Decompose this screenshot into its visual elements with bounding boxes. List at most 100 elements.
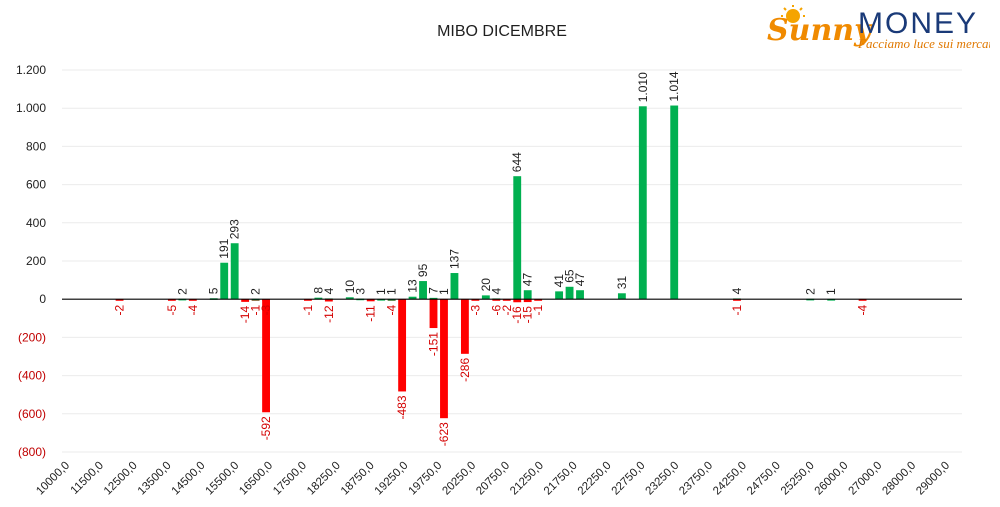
data-label: 1 xyxy=(374,288,388,295)
data-label: 31 xyxy=(615,276,629,290)
data-label: 7 xyxy=(427,287,441,294)
bar xyxy=(398,299,407,392)
data-label: -623 xyxy=(437,422,451,446)
bar xyxy=(513,176,522,300)
bar xyxy=(523,299,532,303)
bar xyxy=(262,299,270,413)
bar xyxy=(565,286,574,300)
x-tick-label: 24750,0 xyxy=(745,460,783,498)
data-label: -5 xyxy=(165,304,179,315)
x-tick-label: 13500,0 xyxy=(136,460,174,498)
data-label: -2 xyxy=(113,304,127,315)
data-label: -6 xyxy=(489,304,503,315)
x-tick-label: 16500,0 xyxy=(237,460,275,498)
bar xyxy=(513,299,522,303)
x-tick-label: 29000,0 xyxy=(914,460,952,498)
logo-money-text: MONEY xyxy=(858,7,978,40)
y-tick-label: 400 xyxy=(26,216,46,230)
data-label: 20 xyxy=(479,278,493,292)
x-tick-label: 26000,0 xyxy=(813,460,851,498)
data-label: -12 xyxy=(322,305,336,323)
data-label: 2 xyxy=(803,288,817,295)
data-label: 13 xyxy=(406,279,420,293)
bar xyxy=(167,299,176,301)
bar xyxy=(304,299,312,301)
data-label: 4 xyxy=(730,287,744,294)
bar xyxy=(314,297,323,300)
data-label: 5 xyxy=(207,287,221,294)
x-tick-label: 14500,0 xyxy=(170,460,208,498)
sunny-money-logo: Sunny MONEY Facciamo luce sui mercati xyxy=(767,5,990,51)
x-tick-label: 20750,0 xyxy=(474,460,512,498)
data-label: -4 xyxy=(856,304,870,315)
bar xyxy=(387,299,396,301)
x-tick-label: 22750,0 xyxy=(610,460,648,498)
data-label: -2 xyxy=(500,304,514,315)
data-label: 10 xyxy=(343,280,357,294)
x-tick-label: 22250,0 xyxy=(576,460,614,498)
bar xyxy=(617,293,626,300)
bar xyxy=(460,299,469,354)
data-label: 47 xyxy=(573,273,587,287)
data-label: -3 xyxy=(468,304,482,315)
bar xyxy=(481,295,490,300)
x-tick-label: 19250,0 xyxy=(373,460,411,498)
data-label: 2 xyxy=(249,288,263,295)
data-label: -151 xyxy=(427,332,441,356)
sun-icon xyxy=(781,5,805,23)
x-tick-label: 25250,0 xyxy=(779,460,817,498)
x-tick-label: 28000,0 xyxy=(880,460,918,498)
data-label: 1.010 xyxy=(636,72,650,102)
data-label: -1 xyxy=(301,304,315,315)
y-tick-label: 200 xyxy=(26,254,46,268)
y-tick-label: 1.000 xyxy=(16,101,46,115)
x-tick-label: 21750,0 xyxy=(542,460,580,498)
x-tick-label: 11500,0 xyxy=(69,460,106,497)
data-label: -592 xyxy=(259,416,273,440)
bar xyxy=(523,290,532,300)
bar-layer xyxy=(115,105,867,419)
bar xyxy=(220,262,229,300)
bar xyxy=(324,299,333,302)
data-label: -1 xyxy=(249,304,263,315)
x-tick-label: 18750,0 xyxy=(339,460,377,498)
data-label: 137 xyxy=(447,249,461,269)
y-tick-label: (800) xyxy=(18,445,46,459)
data-label: 95 xyxy=(416,263,430,277)
y-tick-label: (600) xyxy=(18,407,46,421)
x-tick-label: 23250,0 xyxy=(643,460,681,498)
bar xyxy=(377,299,386,301)
data-label: 1.014 xyxy=(667,71,681,101)
data-label: 2 xyxy=(175,288,189,295)
x-tick-label: 17500,0 xyxy=(271,460,309,498)
bar xyxy=(733,299,741,301)
bar xyxy=(345,297,354,300)
data-label: 1 xyxy=(385,288,399,295)
data-label: 293 xyxy=(228,219,242,239)
x-tick-label: 12500,0 xyxy=(102,460,140,498)
data-label: 4 xyxy=(322,287,336,294)
bar xyxy=(858,299,867,301)
data-label: -14 xyxy=(238,306,252,324)
bar xyxy=(115,299,124,301)
x-tick-label: 21250,0 xyxy=(508,460,546,498)
data-label: -15 xyxy=(521,306,535,324)
bar xyxy=(188,299,197,301)
y-tick-label: (400) xyxy=(18,369,46,383)
bar xyxy=(450,273,459,300)
y-tick-label: 600 xyxy=(26,178,46,192)
data-label: 8 xyxy=(311,287,325,294)
data-label: -483 xyxy=(395,395,409,419)
bar xyxy=(492,299,501,301)
bar xyxy=(827,299,836,301)
bar xyxy=(366,299,375,302)
chart-title: MIBO DICEMBRE xyxy=(437,23,567,40)
x-tick-label: 15500,0 xyxy=(203,460,241,498)
logo-sunny-text: Sunny xyxy=(767,13,874,48)
bar xyxy=(534,299,543,301)
bar xyxy=(502,299,511,301)
bar xyxy=(471,299,480,301)
y-tick-label: 1.200 xyxy=(16,63,46,77)
bar xyxy=(670,105,679,300)
